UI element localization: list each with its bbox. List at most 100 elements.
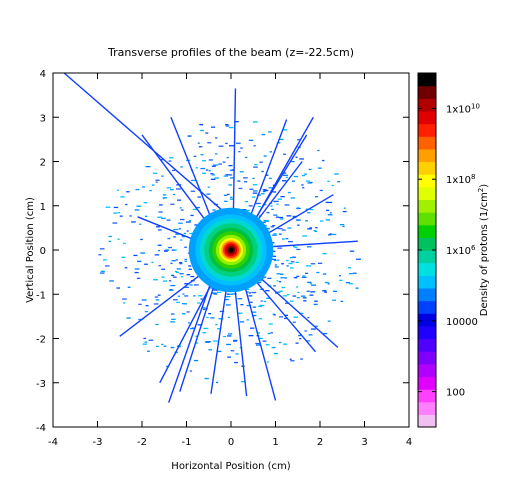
- scatter-point: [158, 229, 162, 231]
- scatter-point: [213, 293, 218, 295]
- scatter-point: [172, 169, 176, 172]
- scatter-point: [116, 287, 120, 289]
- x-tick-label: -3: [93, 437, 103, 448]
- scatter-point: [272, 313, 275, 315]
- scatter-point: [200, 154, 204, 156]
- scatter-point: [194, 224, 200, 226]
- scatter-point: [309, 208, 313, 211]
- scatter-point: [251, 314, 257, 317]
- scatter-point: [171, 260, 176, 262]
- scatter-point: [250, 301, 253, 303]
- scatter-point: [205, 132, 209, 134]
- scatter-point: [267, 332, 271, 335]
- beam-streak: [245, 116, 314, 235]
- scatter-point: [292, 295, 297, 297]
- scatter-point: [305, 208, 309, 210]
- y-tick-label: -3: [36, 379, 46, 390]
- scatter-point: [239, 171, 244, 173]
- x-tick-label: 4: [406, 437, 412, 448]
- scatter-point: [289, 257, 294, 259]
- scatter-point: [261, 170, 264, 173]
- scatter-point: [155, 181, 158, 183]
- scatter-point: [207, 186, 210, 188]
- scatter-point: [187, 135, 192, 137]
- scatter-point: [172, 276, 177, 278]
- scatter-point: [250, 327, 255, 329]
- scatter-point: [311, 328, 316, 330]
- scatter-point: [258, 205, 261, 208]
- scatter-point: [225, 125, 230, 127]
- x-axis-ticks: -4 -3 -2 -1 0 1 2 3 4: [48, 73, 412, 448]
- scatter-point: [299, 312, 304, 314]
- scatter-point: [129, 215, 132, 217]
- beam-streak: [179, 267, 221, 392]
- scatter-point: [296, 207, 300, 209]
- scatter-point: [176, 345, 180, 347]
- scatter-point: [210, 317, 215, 319]
- scatter-point: [252, 184, 258, 186]
- scatter-point: [241, 209, 247, 211]
- scatter-point: [327, 180, 330, 182]
- scatter-point: [281, 229, 286, 231]
- scatter-point: [227, 335, 232, 337]
- scatter-point: [263, 155, 267, 157]
- scatter-point: [270, 226, 274, 228]
- scatter-point: [171, 318, 176, 320]
- scatter-point: [296, 286, 299, 288]
- scatter-point: [184, 295, 189, 297]
- colorbar-tick-label: 10000: [446, 317, 478, 328]
- scatter-point: [188, 265, 192, 267]
- scatter-point: [205, 169, 209, 171]
- scatter-point: [120, 196, 125, 198]
- scatter-point: [277, 247, 283, 249]
- scatter-point: [301, 174, 305, 177]
- colorbar-segment: [418, 73, 436, 87]
- scatter-point: [307, 182, 312, 184]
- scatter-point: [284, 314, 288, 316]
- scatter-point: [199, 124, 204, 126]
- scatter-point: [248, 205, 253, 207]
- scatter-point: [258, 305, 263, 308]
- scatter-point: [228, 333, 233, 335]
- beam-streak: [239, 267, 277, 401]
- scatter-point: [159, 204, 163, 206]
- scatter-point: [322, 290, 327, 292]
- scatter-point: [253, 166, 258, 168]
- scatter-point: [189, 284, 193, 286]
- scatter-point: [248, 292, 251, 294]
- scatter-point: [180, 239, 183, 241]
- scatter-point: [207, 142, 212, 144]
- scatter-point: [265, 290, 270, 292]
- scatter-point: [144, 311, 148, 313]
- scatter-point: [154, 296, 159, 298]
- scatter-point: [158, 249, 161, 252]
- colorbar-segment: [418, 98, 436, 112]
- scatter-point: [348, 267, 351, 269]
- scatter-point: [170, 203, 175, 205]
- scatter-point: [178, 222, 183, 224]
- scatter-point: [331, 233, 337, 236]
- colorbar-segment: [418, 237, 436, 251]
- scatter-point: [211, 292, 217, 294]
- scatter-point: [186, 221, 191, 223]
- scatter-point: [314, 230, 318, 232]
- scatter-point: [244, 201, 248, 203]
- scatter-point: [292, 321, 296, 323]
- scatter-point: [270, 332, 273, 334]
- scatter-point: [213, 340, 218, 342]
- scatter-point: [151, 261, 154, 264]
- scatter-point: [302, 297, 307, 299]
- scatter-point: [338, 275, 341, 277]
- scatter-point: [288, 241, 293, 243]
- scatter-point: [108, 240, 112, 243]
- scatter-point: [266, 361, 269, 363]
- scatter-point: [259, 280, 263, 282]
- scatter-point: [286, 259, 289, 262]
- scatter-point: [246, 304, 252, 307]
- scatter-point: [141, 299, 147, 301]
- scatter-point: [279, 138, 284, 141]
- scatter-point: [273, 201, 276, 203]
- scatter-point: [316, 271, 320, 274]
- scatter-point: [211, 174, 215, 176]
- scatter-point: [181, 303, 186, 305]
